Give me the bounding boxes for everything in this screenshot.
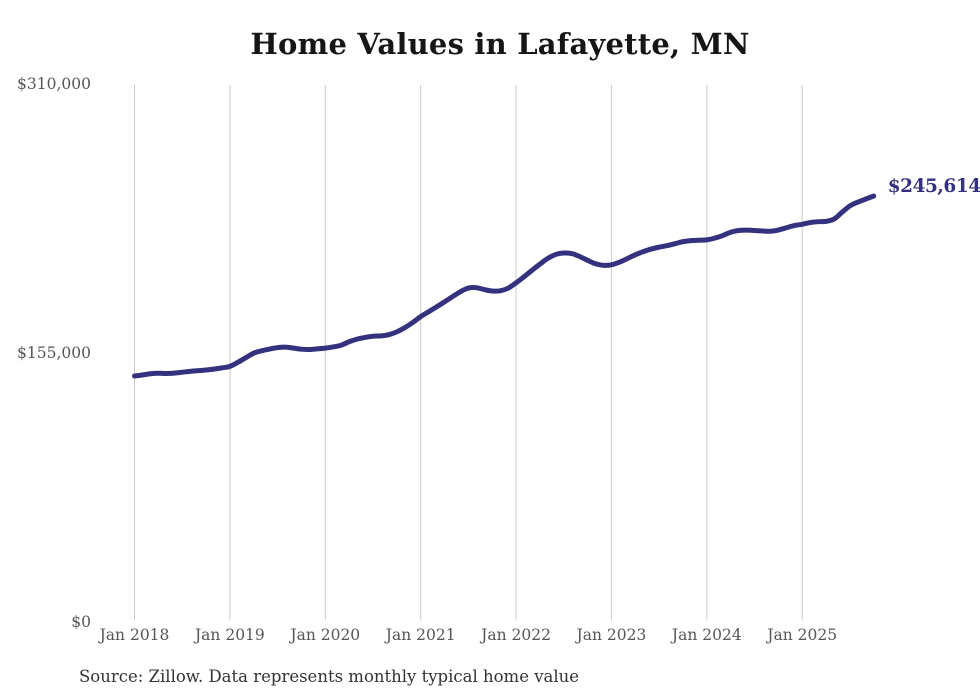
x-tick-label-2018: Jan 2018 bbox=[99, 626, 170, 644]
x-tick-label-2019: Jan 2019 bbox=[194, 626, 265, 644]
x-tick-label-2024: Jan 2024 bbox=[671, 626, 742, 644]
latest-value-label: $245,614 bbox=[887, 176, 980, 198]
x-tick-label-2023: Jan 2023 bbox=[576, 626, 647, 644]
home-value-line bbox=[132, 193, 877, 379]
y-tick-label-0: $0 bbox=[71, 613, 91, 631]
y-tick-label-310000: $310,000 bbox=[17, 75, 91, 93]
chart-title: Home Values in Lafayette, MN bbox=[250, 27, 750, 61]
y-tick-label-155000: $155,000 bbox=[17, 344, 91, 362]
source-note: Source: Zillow. Data represents monthly … bbox=[79, 667, 580, 686]
year-gridlines bbox=[134, 85, 803, 621]
x-tick-label-2022: Jan 2022 bbox=[481, 626, 551, 644]
x-tick-label-2020: Jan 2020 bbox=[290, 626, 361, 644]
x-tick-label-2025: Jan 2025 bbox=[767, 626, 838, 644]
x-tick-label-2021: Jan 2021 bbox=[385, 626, 456, 644]
